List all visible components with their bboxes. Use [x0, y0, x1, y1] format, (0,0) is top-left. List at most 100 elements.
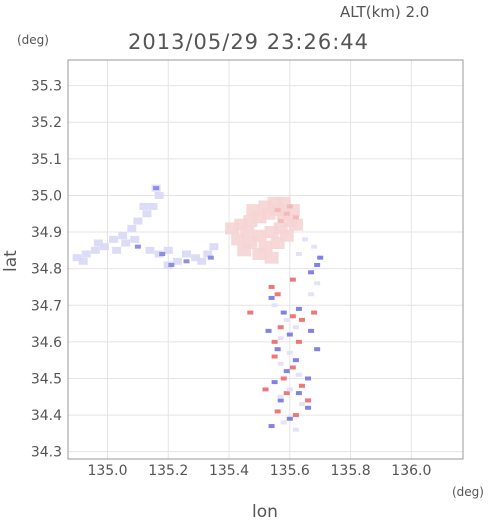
echo-point: [289, 277, 296, 282]
y-tick-label: 34.5: [31, 371, 62, 387]
echo-point: [289, 365, 296, 370]
echo-point: [288, 218, 303, 231]
echo-point: [237, 244, 252, 257]
echo-point: [283, 211, 290, 216]
echo-point: [153, 186, 160, 191]
echo-point: [283, 391, 290, 396]
echo-point: [168, 262, 175, 267]
echo-point: [90, 246, 100, 254]
echo-point: [308, 292, 315, 297]
echo-point: [99, 243, 109, 251]
x-unit-label: (deg): [452, 485, 484, 499]
series-west-band-strong: [134, 186, 214, 267]
echo-point: [268, 295, 275, 300]
echo-point: [271, 354, 278, 359]
echo-point: [159, 252, 166, 257]
y-tick-label: 34.8: [31, 262, 62, 278]
echo-point: [142, 210, 152, 218]
echo-point: [286, 387, 293, 392]
echo-point: [197, 257, 207, 265]
echo-point: [292, 427, 299, 432]
x-tick-label: 136.0: [391, 463, 431, 479]
x-tick-labels: 135.0 135.2 135.4 135.6 135.8 136.0: [87, 463, 431, 479]
echo-point: [264, 251, 279, 264]
echo-point: [314, 262, 321, 267]
echo-point: [295, 339, 302, 344]
echo-point: [289, 314, 296, 319]
echo-point: [302, 237, 308, 242]
echo-point: [78, 257, 88, 265]
echo-point: [127, 224, 137, 232]
echo-point: [133, 217, 143, 225]
echo-point: [298, 402, 305, 407]
echo-point: [311, 310, 318, 315]
x-tick-label: 135.0: [87, 463, 127, 479]
y-tick-label: 34.4: [31, 408, 62, 424]
series-northern-echo: [225, 196, 303, 264]
y-axis-label: lat: [1, 250, 21, 272]
echo-point: [134, 244, 141, 249]
x-tick-label: 135.8: [331, 463, 371, 479]
y-tick-label: 35.2: [31, 115, 62, 131]
echo-point: [311, 244, 318, 249]
echo-point: [317, 255, 324, 260]
plot-frame: [67, 59, 464, 460]
echo-point: [271, 380, 278, 385]
echo-point: [207, 255, 214, 260]
y-tick-label: 34.7: [31, 298, 62, 314]
echo-point: [231, 233, 246, 246]
echo-point: [252, 248, 267, 261]
plot-grid: [68, 60, 463, 459]
echo-point: [292, 358, 299, 363]
x-tick-label: 135.4: [209, 463, 249, 479]
echo-point: [314, 281, 321, 286]
echo-point: [277, 336, 284, 341]
echo-point: [286, 416, 293, 421]
echo-point: [139, 202, 149, 210]
echo-point: [274, 292, 281, 297]
echo-point: [295, 372, 302, 377]
echo-point: [305, 376, 312, 381]
y-unit-label: (deg): [17, 33, 49, 47]
echo-point: [182, 250, 191, 258]
echo-point: [280, 376, 287, 381]
echo-point: [308, 328, 315, 333]
echo-point: [279, 229, 294, 242]
echo-point: [271, 339, 278, 344]
echo-point: [286, 332, 293, 337]
echo-point: [283, 369, 290, 374]
y-tick-label: 35.0: [31, 188, 62, 204]
series-southern-cells-away: [247, 277, 318, 418]
echo-point: [295, 252, 302, 257]
series-northern-echo-strong: [274, 204, 299, 224]
echo-point: [246, 204, 261, 217]
echo-point: [163, 261, 173, 269]
echo-point: [163, 246, 173, 254]
echo-point: [280, 310, 287, 315]
echo-point: [305, 405, 312, 410]
altitude-label: ALT(km) 2.0: [340, 3, 429, 21]
echo-point: [305, 398, 312, 403]
y-tick-label: 34.6: [31, 335, 62, 351]
echo-marks: [72, 184, 324, 432]
echo-point: [172, 257, 182, 265]
series-southern-cells-toward: [265, 255, 324, 429]
echo-point: [274, 347, 281, 352]
echo-point: [268, 284, 275, 289]
echo-point: [286, 350, 293, 355]
echo-point: [271, 303, 278, 308]
echo-point: [145, 246, 155, 254]
echo-point: [209, 243, 219, 251]
y-tick-labels: 35.3 35.2 35.1 35.0 34.9 34.8 34.7 34.6 34.5 34.4…: [31, 79, 62, 461]
y-tick-label: 35.1: [31, 152, 62, 168]
echo-point: [286, 204, 293, 209]
echo-point: [314, 347, 321, 352]
echo-point: [154, 191, 164, 199]
echo-point: [118, 232, 128, 240]
echo-point: [292, 325, 299, 330]
echo-point: [183, 259, 190, 264]
echo-point: [295, 391, 302, 396]
echo-point: [283, 317, 290, 322]
echo-point: [154, 250, 164, 258]
